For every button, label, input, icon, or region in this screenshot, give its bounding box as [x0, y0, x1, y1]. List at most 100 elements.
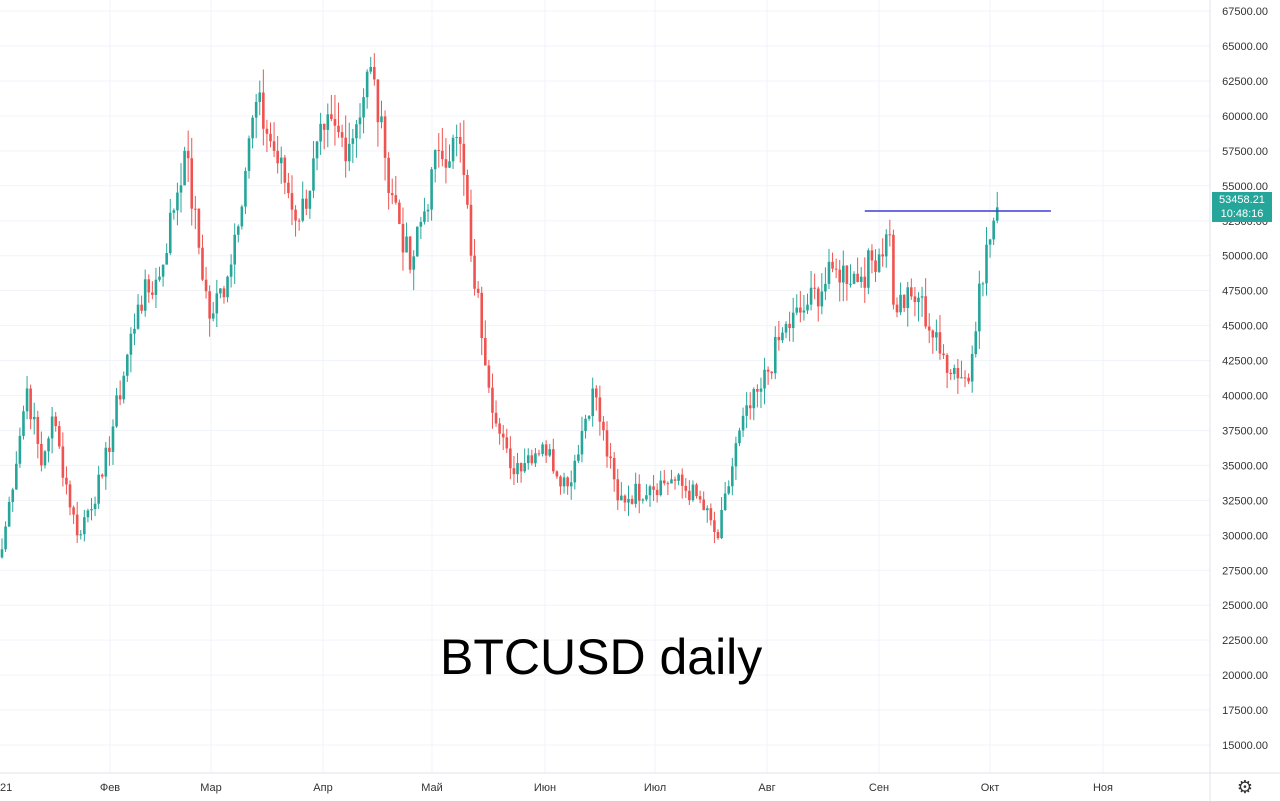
- y-tick-label: 32500.00: [1222, 495, 1268, 507]
- candle-body: [491, 387, 494, 413]
- candle: [168, 198, 172, 256]
- candle-body: [412, 256, 415, 270]
- candles: [0, 53, 999, 559]
- candle: [995, 191, 999, 224]
- candle: [917, 292, 920, 322]
- candle: [426, 203, 430, 222]
- candle-body: [888, 234, 892, 236]
- candle: [598, 385, 602, 436]
- candle-body: [602, 421, 605, 431]
- candle: [935, 319, 938, 351]
- candle: [566, 476, 569, 495]
- candle-body: [211, 313, 215, 319]
- candle: [924, 278, 927, 329]
- candle-body: [4, 526, 7, 550]
- candle: [612, 452, 616, 492]
- candle-body: [985, 244, 988, 284]
- candle: [279, 146, 283, 184]
- candle: [369, 56, 373, 75]
- candle: [512, 456, 516, 485]
- candle-body: [337, 125, 340, 133]
- candle-body: [598, 397, 602, 422]
- candle-body: [40, 443, 43, 466]
- candle-body: [620, 495, 623, 501]
- candle: [269, 122, 272, 148]
- candle: [695, 482, 698, 499]
- candle-body: [516, 463, 519, 475]
- candle: [820, 273, 824, 315]
- candle: [437, 133, 441, 168]
- candle-body: [7, 501, 11, 527]
- candle-body: [974, 331, 978, 355]
- candle-body: [917, 297, 920, 303]
- candle-body: [967, 377, 970, 382]
- candle: [895, 297, 899, 318]
- candle: [569, 470, 573, 500]
- candle: [795, 294, 799, 316]
- candle-body: [208, 291, 211, 319]
- candle-body: [773, 336, 777, 374]
- candle: [541, 442, 544, 457]
- candle: [534, 447, 537, 467]
- candle: [913, 286, 917, 317]
- y-axis[interactable]: 67500.00 65000.00 62500.00 60000.00 57500.00…: [1209, 0, 1268, 801]
- candle: [688, 480, 691, 505]
- candle-body: [752, 388, 756, 409]
- candle-body: [176, 192, 179, 211]
- candle: [86, 508, 90, 523]
- candle-body: [577, 454, 580, 461]
- candle: [186, 130, 190, 182]
- candle-body: [272, 141, 276, 151]
- candle-body: [580, 431, 584, 455]
- x-tick-label: Окт: [981, 782, 1000, 794]
- candle: [7, 496, 11, 527]
- candle-body: [54, 416, 57, 427]
- candle: [244, 167, 247, 214]
- x-tick-label: Июн: [534, 782, 556, 794]
- y-tick-label: 25000.00: [1222, 600, 1268, 612]
- candle-body: [791, 312, 795, 329]
- candle: [544, 440, 548, 463]
- candle-body: [698, 496, 702, 500]
- candle: [405, 222, 408, 253]
- candle-body: [484, 337, 487, 366]
- candle: [637, 474, 641, 514]
- candle-body: [799, 307, 802, 313]
- candle: [945, 353, 949, 389]
- candle: [319, 112, 322, 155]
- candle-body: [344, 137, 347, 162]
- candle: [555, 470, 559, 479]
- candle: [573, 454, 577, 490]
- candle-body: [945, 355, 949, 373]
- candle: [54, 412, 57, 432]
- candle-body: [509, 448, 512, 469]
- candle-body: [326, 114, 330, 130]
- candle: [315, 140, 319, 171]
- candle-body: [86, 510, 90, 518]
- candle: [773, 326, 777, 380]
- candle-body: [143, 279, 147, 311]
- candle: [559, 475, 562, 495]
- candle-body: [380, 116, 383, 123]
- candle: [605, 421, 609, 468]
- candle-body: [534, 453, 537, 464]
- candle: [698, 490, 702, 504]
- candle: [748, 392, 752, 420]
- candle: [11, 487, 15, 512]
- candle: [365, 69, 369, 109]
- candle-body: [756, 388, 759, 392]
- x-axis[interactable]: 21 Фев Мар Апр Май Июн Июл Авг Сен Окт Ноя: [0, 772, 1280, 794]
- candle: [233, 223, 236, 285]
- gear-icon[interactable]: ⚙: [1236, 777, 1254, 797]
- candle: [4, 521, 7, 552]
- candle: [476, 281, 480, 298]
- y-tick-label: 42500.00: [1222, 356, 1268, 368]
- candle: [981, 281, 985, 297]
- candle-body: [50, 416, 54, 439]
- candle: [376, 79, 380, 147]
- candle-body: [537, 453, 541, 455]
- y-tick-label: 60000.00: [1222, 111, 1268, 123]
- candle: [899, 282, 902, 316]
- candle-body: [720, 510, 723, 539]
- candle-body: [859, 276, 863, 282]
